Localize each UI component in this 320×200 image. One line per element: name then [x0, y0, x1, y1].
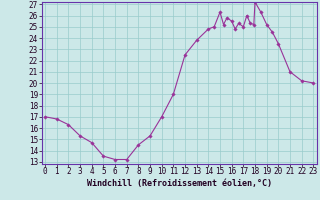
X-axis label: Windchill (Refroidissement éolien,°C): Windchill (Refroidissement éolien,°C) — [87, 179, 272, 188]
